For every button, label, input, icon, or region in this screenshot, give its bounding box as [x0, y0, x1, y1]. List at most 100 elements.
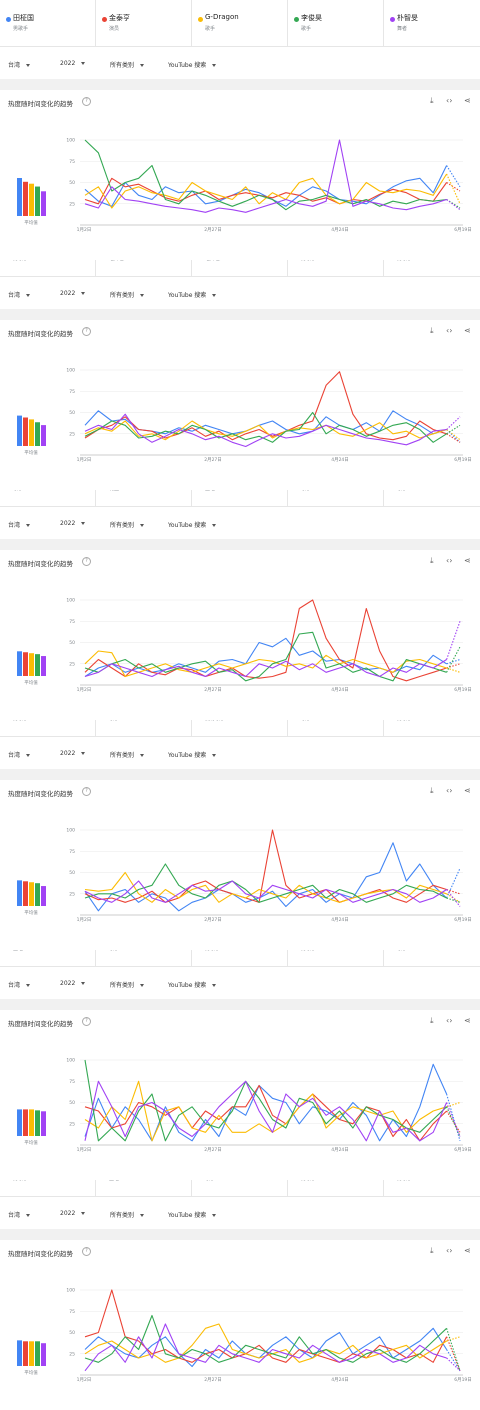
- time-filter[interactable]: 2022: [60, 1210, 86, 1217]
- share-icon[interactable]: ⋖: [464, 1246, 471, 1255]
- average-label: 平均值: [24, 219, 38, 226]
- search-term-item[interactable]: 金泰亨 演员: [96, 0, 192, 46]
- property-filter[interactable]: YouTube 搜索: [168, 60, 217, 69]
- average-bar: [41, 191, 46, 216]
- download-icon[interactable]: ⤓: [430, 326, 434, 335]
- category-filter[interactable]: 所有类别: [110, 290, 145, 299]
- panel-title: 热度随时间变化的趋势: [8, 1250, 73, 1258]
- panel-title: 热度随时间变化的趋势: [8, 560, 73, 568]
- x-tick-label: 6月19日: [454, 227, 472, 233]
- region-filter[interactable]: 台湾: [8, 520, 31, 529]
- series-line: [84, 650, 447, 678]
- series-line-partial: [446, 1101, 461, 1108]
- x-tick-label: 2月27日: [204, 457, 222, 463]
- search-term-item[interactable]: 朴智旻 舞者: [384, 0, 480, 46]
- x-tick-label: 1月2日: [77, 687, 92, 693]
- help-icon[interactable]: ?: [82, 557, 91, 566]
- region-filter[interactable]: 台湾: [8, 60, 31, 69]
- average-bar: [23, 652, 28, 676]
- chevron-down-icon: [140, 524, 145, 527]
- series-line: [84, 371, 447, 441]
- property-filter[interactable]: YouTube 搜索: [168, 290, 217, 299]
- y-tick-label: 100: [66, 368, 75, 374]
- download-icon[interactable]: ⤓: [430, 1246, 434, 1255]
- region-filter[interactable]: 台湾: [8, 980, 31, 989]
- help-icon[interactable]: ?: [82, 97, 91, 106]
- embed-icon[interactable]: ‹›: [446, 556, 453, 565]
- y-tick-label: 100: [66, 138, 75, 144]
- series-line-partial: [446, 199, 461, 209]
- region-filter[interactable]: 台湾: [8, 290, 31, 299]
- chevron-down-icon: [140, 1214, 145, 1217]
- share-icon[interactable]: ⋖: [464, 786, 471, 795]
- line-chart: 平均值 100 75 50 25 1月2日 2月27日 4月24日 6月19日: [17, 828, 472, 923]
- panel-title: 热度随时间变化的趋势: [8, 1020, 73, 1028]
- series-line-partial: [446, 667, 461, 673]
- region-filter-label: 台湾: [8, 1212, 21, 1219]
- average-bar: [17, 178, 22, 216]
- property-filter[interactable]: YouTube 搜索: [168, 1210, 217, 1219]
- category-filter[interactable]: 所有类别: [110, 60, 145, 69]
- category-filter[interactable]: 所有类别: [110, 1210, 145, 1219]
- category-filter[interactable]: 所有类别: [110, 750, 145, 759]
- search-term-item[interactable]: 田柾国 男歌手: [0, 0, 96, 46]
- download-icon[interactable]: ⤓: [430, 786, 434, 795]
- series-line-partial: [446, 1336, 461, 1372]
- series-line-partial: [446, 1102, 461, 1137]
- category-filter[interactable]: 所有类别: [110, 980, 145, 989]
- filter-bar: 台湾 2022 所有类别 YouTube 搜索: [0, 966, 480, 999]
- series-line: [84, 599, 447, 682]
- chevron-down-icon: [212, 984, 217, 987]
- y-tick-label: 75: [69, 1079, 75, 1085]
- embed-icon[interactable]: ‹›: [446, 96, 453, 105]
- series-line: [84, 880, 447, 903]
- download-icon[interactable]: ⤓: [430, 556, 434, 565]
- region-filter[interactable]: 台湾: [8, 750, 31, 759]
- help-icon[interactable]: ?: [82, 1247, 91, 1256]
- help-icon[interactable]: ?: [82, 1017, 91, 1026]
- time-filter[interactable]: 2022: [60, 520, 86, 527]
- share-icon[interactable]: ⋖: [464, 326, 471, 335]
- region-filter[interactable]: 台湾: [8, 1210, 31, 1219]
- share-icon[interactable]: ⋖: [464, 96, 471, 105]
- search-term-item[interactable]: G-Dragon 歌手: [192, 0, 288, 46]
- help-icon[interactable]: ?: [82, 327, 91, 336]
- time-filter[interactable]: 2022: [60, 60, 86, 67]
- series-color-dot: [198, 17, 203, 22]
- average-bar: [35, 186, 40, 216]
- property-filter[interactable]: YouTube 搜索: [168, 520, 217, 529]
- search-term-item[interactable]: 李俊昊 歌手: [288, 0, 384, 46]
- embed-icon[interactable]: ‹›: [446, 786, 453, 795]
- panel-toolbar: ⤓ ‹› ⋖: [430, 96, 474, 106]
- category-filter[interactable]: 所有类别: [110, 520, 145, 529]
- line-chart: 平均值 100 75 50 25 1月2日 2月27日 4月24日 6月19日: [17, 1058, 472, 1153]
- property-filter[interactable]: YouTube 搜索: [168, 750, 217, 759]
- search-term-type: 演员: [109, 26, 120, 32]
- property-filter-label: YouTube 搜索: [168, 752, 207, 759]
- embed-icon[interactable]: ‹›: [446, 1016, 453, 1025]
- time-filter[interactable]: 2022: [60, 290, 86, 297]
- time-filter[interactable]: 2022: [60, 980, 86, 987]
- time-filter[interactable]: 2022: [60, 750, 86, 757]
- series-line-partial: [446, 199, 461, 211]
- download-icon[interactable]: ⤓: [430, 1016, 434, 1025]
- chevron-down-icon: [140, 984, 145, 987]
- help-icon[interactable]: ?: [82, 787, 91, 796]
- embed-icon[interactable]: ‹›: [446, 326, 453, 335]
- embed-icon[interactable]: ‹›: [446, 1246, 453, 1255]
- series-line-partial: [446, 416, 461, 430]
- time-filter-label: 2022: [60, 980, 76, 987]
- property-filter[interactable]: YouTube 搜索: [168, 980, 217, 989]
- search-term-type: 歌手: [205, 26, 216, 32]
- x-tick-label: 4月24日: [331, 457, 349, 463]
- chevron-down-icon: [81, 522, 86, 525]
- filter-bar: 台湾 2022 所有类别 YouTube 搜索: [0, 736, 480, 769]
- share-icon[interactable]: ⋖: [464, 1016, 471, 1025]
- series-line-partial: [446, 621, 461, 660]
- download-icon[interactable]: ⤓: [430, 96, 434, 105]
- interest-over-time-panel: 热度随时间变化的趋势? ⤓ ‹› ⋖ 平均值 100 75 50 25 1月2日 2月27日 4月24…: [0, 1240, 480, 1410]
- share-icon[interactable]: ⋖: [464, 556, 471, 565]
- property-filter-label: YouTube 搜索: [168, 292, 207, 299]
- interest-over-time-panel: 热度随时间变化的趋势? ⤓ ‹› ⋖ 平均值 100 75 50 25 1月2日 2月27日 4月24…: [0, 1010, 480, 1180]
- search-term-name: G-Dragon: [205, 13, 239, 21]
